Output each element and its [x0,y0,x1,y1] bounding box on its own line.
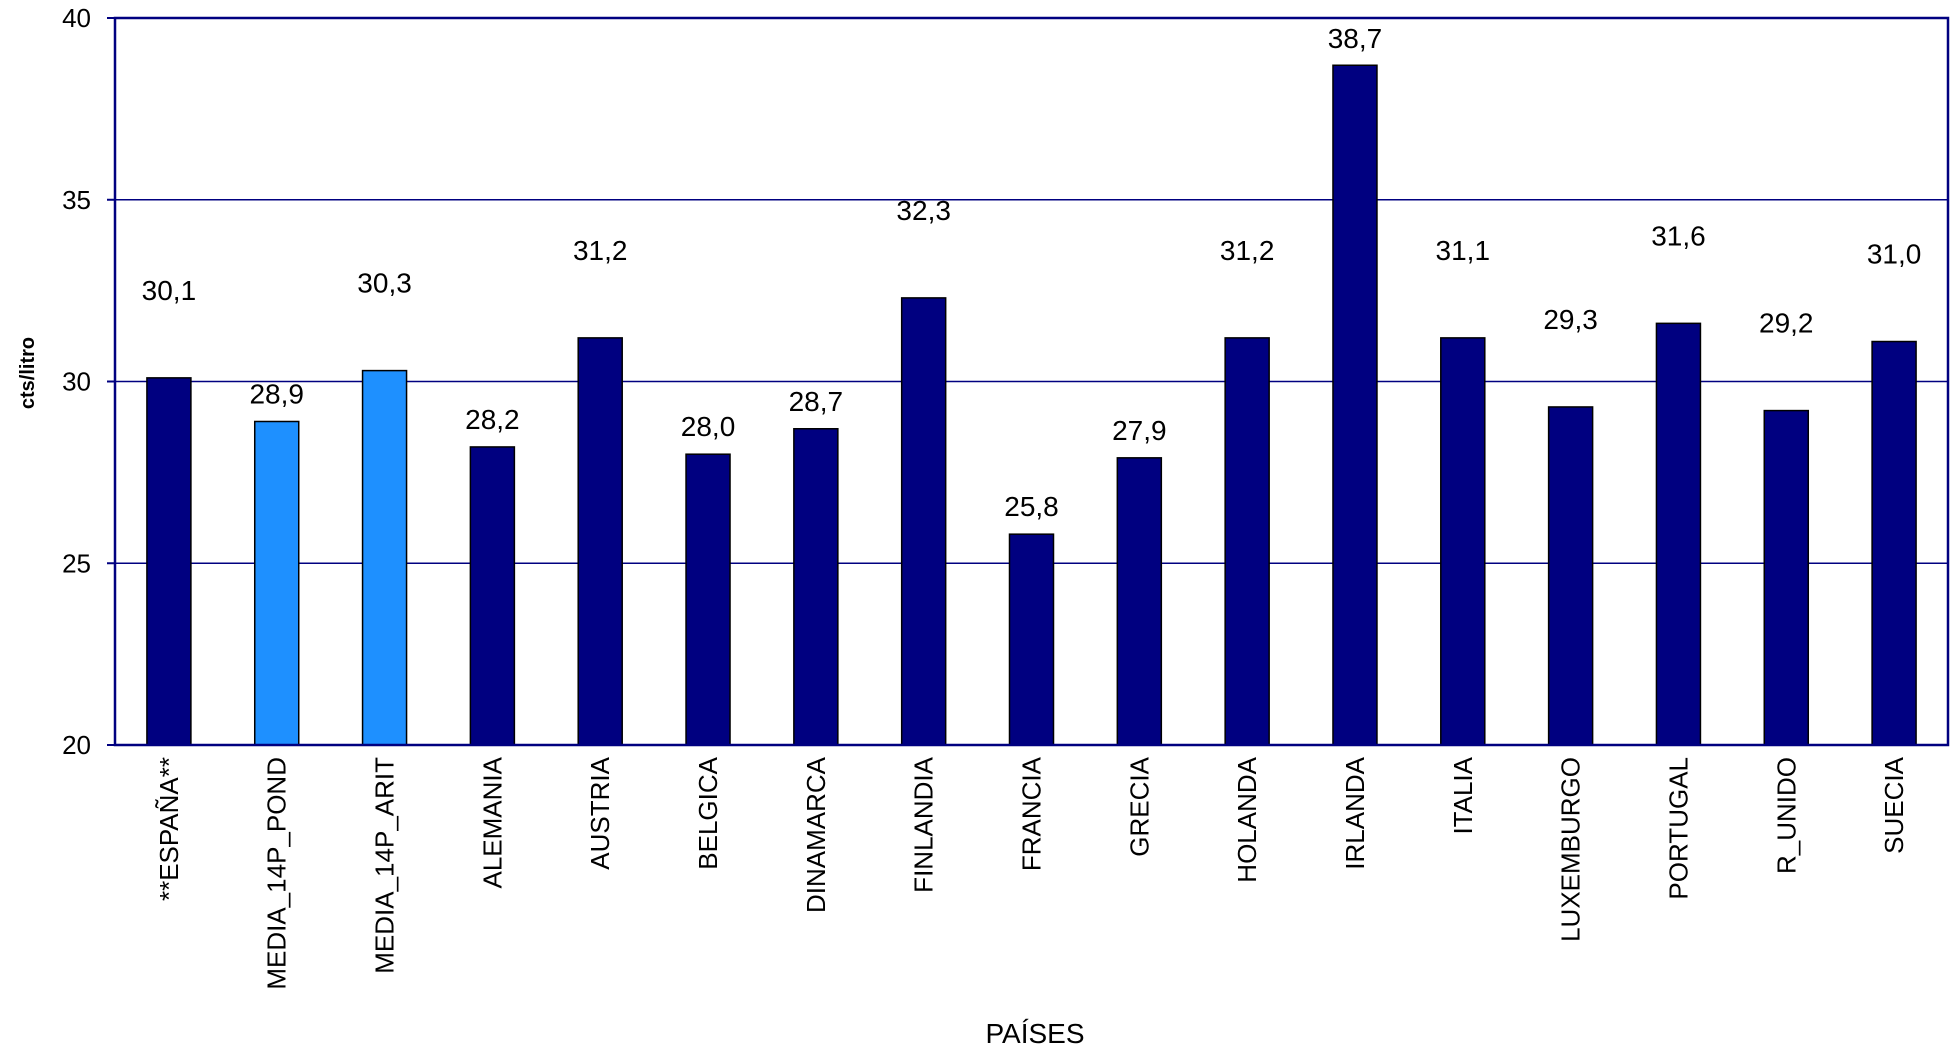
bar-austria [577,337,623,746]
data-label: 28,9 [249,378,304,409]
bar-italia [1440,337,1486,746]
bar-francia [1008,533,1055,746]
bar-media-14p-pond [253,420,300,746]
bar-media-14p-arit [361,369,408,746]
category-label: ITALIA [1448,756,1478,834]
bar-espa-a [146,377,192,746]
data-label: 29,2 [1759,308,1814,339]
category-label: IRLANDA [1340,756,1370,869]
category-label: DINAMARCA [801,756,831,913]
category-label: FINLANDIA [909,756,939,892]
category-label: PORTUGAL [1663,757,1693,900]
bar-alemania [469,446,516,746]
category-label: **ESPAÑA** [154,757,184,901]
y-tick-label: 40 [62,3,91,33]
data-label: 25,8 [1004,491,1059,522]
bar-dinamarca [793,428,839,746]
data-label: 28,0 [681,411,736,442]
y-tick-label: 25 [62,548,91,578]
data-label: 38,7 [1328,23,1383,54]
bar-portugal [1655,322,1702,746]
x-axis-title: PAÍSES [985,1018,1084,1049]
bar-belgica [685,453,731,746]
category-label: SUECIA [1879,756,1909,853]
category-label: MEDIA_14P_ARIT [370,757,400,974]
y-axis-title: cts/litro [17,337,39,409]
bar-grecia [1116,457,1163,746]
data-label: 31,0 [1867,239,1922,270]
y-tick-label: 20 [62,730,91,760]
data-label: 31,2 [1220,235,1275,266]
data-label: 30,1 [142,275,197,306]
y-tick-label: 35 [62,185,91,215]
data-label: 31,2 [573,235,628,266]
category-label: LUXEMBURGO [1556,757,1586,942]
category-label: AUSTRIA [585,756,615,869]
category-label: GRECIA [1124,756,1154,856]
data-labels: 30,1 28,9 30,3 28,2 31,2 28,0 28,7 32,3 25,8 27,9… [142,23,1922,522]
category-labels: **ESPAÑA** MEDIA_14P_POND MEDIA_14P_ARIT AL… [154,756,1909,989]
data-label: 30,3 [357,268,412,299]
data-label: 32,3 [896,195,951,226]
category-label: ALEMANIA [477,756,507,888]
data-label: 31,1 [1436,235,1491,266]
category-label: R_UNIDO [1771,757,1801,874]
data-label: 28,2 [465,404,520,435]
bar-r-unido [1763,409,1810,746]
data-label: 29,3 [1543,304,1598,335]
bar-finlandia [900,297,947,746]
bar-luxemburgo [1547,406,1594,746]
category-label: HOLANDA [1232,756,1262,882]
category-label: FRANCIA [1017,756,1047,871]
bar-irlanda [1332,64,1378,746]
bar-suecia [1871,340,1917,746]
y-axis-ticks: 20 25 30 35 40 [62,3,115,760]
category-label: MEDIA_14P_POND [262,757,292,990]
y-tick-label: 30 [62,367,91,397]
category-label: BELGICA [693,756,723,869]
bars [146,64,1917,746]
bar-holanda [1224,337,1270,746]
data-label: 28,7 [789,386,844,417]
data-label: 27,9 [1112,415,1167,446]
data-label: 31,6 [1651,220,1706,251]
